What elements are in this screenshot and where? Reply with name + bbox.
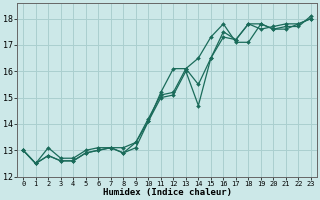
X-axis label: Humidex (Indice chaleur): Humidex (Indice chaleur) — [103, 188, 232, 197]
